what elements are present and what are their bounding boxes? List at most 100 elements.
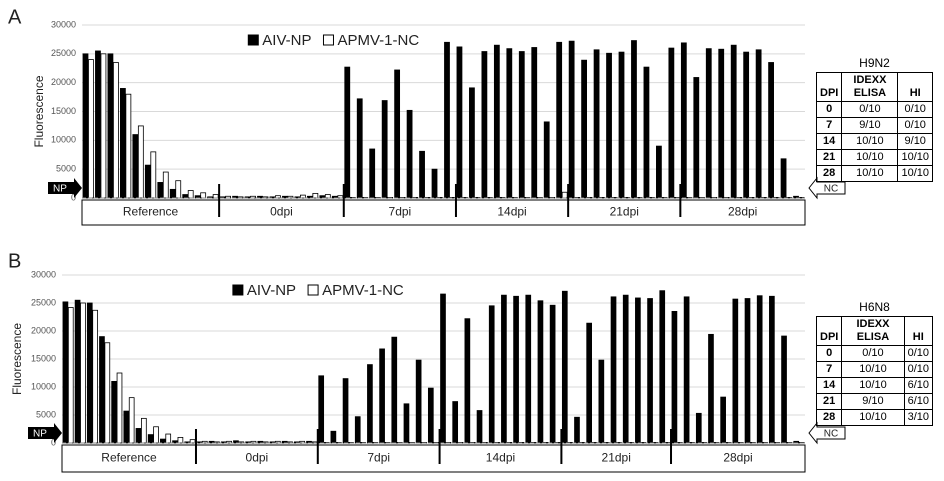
bar	[287, 195, 294, 199]
bar	[488, 305, 495, 444]
bar	[312, 192, 319, 199]
table-row: 0 0/10 0/10	[815, 101, 933, 118]
bar	[561, 191, 568, 199]
bar	[643, 66, 650, 199]
bar	[720, 396, 726, 444]
bar	[586, 322, 593, 444]
table-cell: 3/10	[903, 409, 934, 426]
group-label: 28dpi	[723, 451, 752, 465]
bar	[732, 298, 739, 444]
table-cell: 14	[815, 133, 843, 150]
bar	[647, 298, 653, 444]
bar	[367, 364, 373, 444]
bar	[141, 417, 147, 444]
table-cell: 0/10	[897, 117, 933, 134]
y-axis-label: Fluorescence	[32, 75, 46, 147]
bar	[200, 192, 207, 199]
bar	[730, 44, 737, 199]
bar	[683, 296, 690, 444]
table-cell: 21	[815, 149, 843, 166]
bar	[62, 301, 69, 444]
bar	[144, 164, 151, 199]
bar	[74, 299, 81, 444]
bar	[561, 290, 568, 444]
bar	[744, 298, 751, 444]
y-tick-label: 15000	[31, 353, 56, 363]
table-header-cell: HI	[897, 72, 933, 102]
y-tick-label: 25000	[31, 297, 56, 307]
bar	[493, 44, 500, 199]
bar	[86, 302, 93, 444]
table-header-row: DPI IDEXX ELISA HI	[815, 72, 933, 102]
bar	[671, 310, 678, 444]
np-label: NP	[33, 429, 47, 440]
bar	[381, 100, 388, 199]
legend-label: AIV-NP	[247, 282, 296, 299]
panel-label: B	[8, 250, 21, 272]
nc-label: NC	[824, 429, 838, 440]
table-cell: 10/10	[841, 377, 905, 394]
nc-label: NC	[824, 184, 838, 195]
y-axis-label: Fluorescence	[10, 323, 24, 395]
bar	[537, 300, 544, 444]
group-label: 0dpi	[270, 205, 293, 219]
table-cell: 0/10	[903, 345, 934, 362]
table-row: 0 0/10 0/10	[815, 345, 934, 362]
table-cell: 28	[815, 165, 843, 182]
bar	[506, 48, 513, 199]
bar	[172, 440, 178, 444]
bar	[581, 59, 588, 199]
table-header-cell: HI	[903, 316, 934, 346]
bar	[175, 180, 182, 199]
table-cell: 0/10	[903, 361, 934, 378]
np-label: NP	[53, 184, 67, 195]
bar	[123, 410, 130, 444]
legend-swatch	[232, 284, 244, 296]
bar	[119, 88, 126, 199]
bar	[160, 438, 166, 444]
y-tick-label: 10000	[51, 135, 76, 145]
bar	[184, 441, 191, 444]
bar	[162, 171, 169, 199]
table-panel: H9N2 DPI IDEXX ELISA HI 0 0/10 0/10 7 9/10 0/10 14…	[815, 56, 933, 182]
y-tick-label: 20000	[51, 77, 76, 87]
group-label: 21dpi	[610, 205, 639, 219]
np-arrow	[48, 178, 82, 198]
bar	[427, 387, 434, 444]
legend-label: APMV-1-NC	[322, 282, 404, 299]
bar	[354, 416, 361, 444]
bar	[100, 53, 107, 199]
bar	[135, 428, 142, 444]
bar	[668, 47, 675, 199]
bar	[556, 41, 563, 199]
bar	[233, 440, 239, 444]
bar	[169, 188, 176, 199]
table-cell: 10/10	[841, 409, 905, 426]
bar	[610, 296, 617, 444]
bar	[456, 46, 463, 199]
bar	[549, 304, 556, 444]
bar	[593, 49, 600, 199]
bar	[403, 403, 410, 444]
table-row: 14 10/10 6/10	[815, 377, 934, 394]
bar	[177, 436, 184, 444]
bar	[518, 51, 525, 199]
table-panel: H6N8 DPI IDEXX ELISA HI 0 0/10 0/10 7 10/10 0/10 1…	[815, 300, 934, 426]
table-cell: 10/10	[897, 149, 933, 166]
table-cell: 10/10	[897, 165, 933, 182]
bar	[406, 109, 413, 199]
bar	[501, 294, 507, 444]
bar	[125, 93, 132, 199]
bar	[756, 295, 763, 444]
bar	[150, 151, 157, 199]
bar	[469, 87, 475, 199]
table-row: 28 10/10 10/10	[815, 165, 933, 182]
bar	[107, 53, 114, 199]
group-label: 14dpi	[497, 205, 526, 219]
group-label: Reference	[123, 205, 179, 219]
bar	[431, 168, 438, 199]
bar	[306, 195, 313, 199]
bar	[419, 150, 425, 199]
